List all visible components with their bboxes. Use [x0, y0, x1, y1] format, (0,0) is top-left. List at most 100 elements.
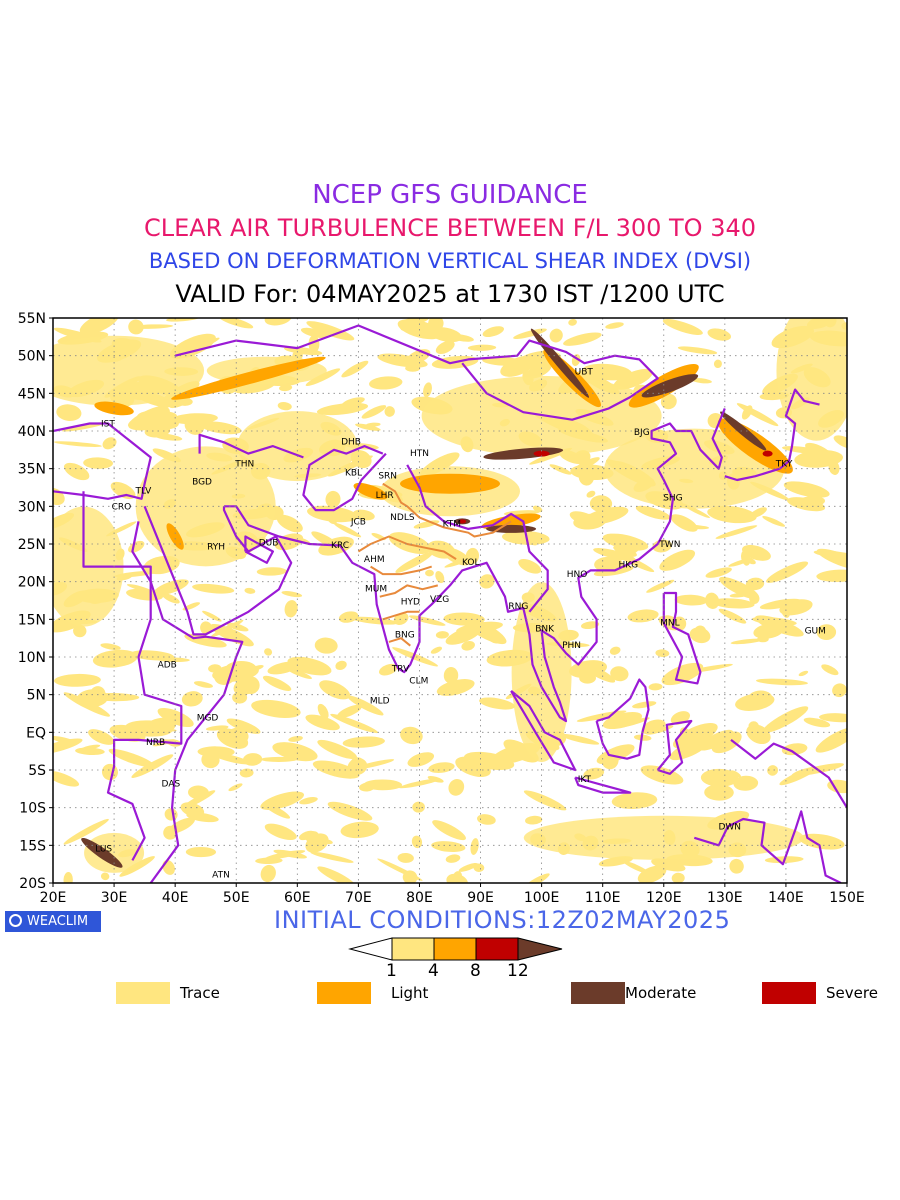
title-guidance: NCEP GFS GUIDANCE — [312, 180, 588, 210]
trace-patch — [411, 835, 423, 849]
trace-patch — [766, 561, 809, 583]
trace-patch — [423, 382, 432, 398]
scale-tick-12: 12 — [507, 961, 529, 981]
trace-patch — [100, 872, 110, 881]
trace-patch — [779, 766, 818, 786]
trace-patch — [352, 509, 375, 521]
station-hkg: HKG — [619, 560, 639, 570]
title-valid-time: VALID For: 04MAY2025 at 1730 IST /1200 U… — [175, 280, 725, 308]
india-state-border — [379, 584, 439, 598]
station-jcb: JCB — [350, 517, 366, 527]
trace-patch — [378, 663, 398, 676]
border-line — [198, 433, 304, 459]
trace-patch — [583, 767, 605, 780]
trace-patch — [503, 739, 539, 763]
trace-patch — [244, 587, 256, 594]
india-state-border — [382, 610, 420, 621]
trace-patch — [218, 318, 254, 329]
trace-patch — [216, 728, 249, 749]
trace-patch — [256, 567, 287, 576]
trace-patch — [745, 577, 765, 591]
station-kol: KOL — [462, 558, 480, 568]
trace-patch — [698, 729, 734, 751]
trace-patch — [338, 611, 359, 623]
lon-tick-label: 80E — [406, 890, 433, 906]
trace-patch — [251, 699, 301, 719]
trace-patch — [749, 593, 760, 605]
border-line — [574, 776, 632, 794]
trace-patch — [646, 579, 675, 593]
trace-patch — [342, 736, 385, 748]
station-krc: KRC — [331, 541, 349, 551]
trace-patch — [705, 592, 720, 609]
trace-patch — [279, 384, 293, 392]
trace-patch — [53, 770, 80, 787]
trace-patch — [161, 592, 180, 604]
trace-patch — [719, 576, 759, 600]
trace-patch — [467, 344, 497, 351]
trace-patch — [308, 335, 320, 353]
trace-patch — [284, 600, 298, 618]
trace-patch — [759, 598, 801, 610]
trace-patch — [341, 360, 369, 378]
lon-tick-label: 110E — [585, 890, 621, 906]
station-htn: HTN — [410, 449, 429, 459]
trace-patch — [574, 457, 600, 471]
trace-patch — [581, 363, 633, 381]
border-line — [82, 491, 152, 568]
trace-patch — [718, 608, 747, 624]
trace-patch — [711, 598, 755, 609]
color-scale-bar — [348, 937, 563, 961]
scale-tick-8: 8 — [470, 961, 481, 981]
trace-area — [237, 411, 358, 482]
station-srn: SRN — [378, 471, 397, 481]
trace-patch — [288, 735, 303, 742]
trace-patch — [602, 712, 643, 730]
trace-patch — [705, 567, 732, 578]
legend-moderate-label: Moderate — [625, 984, 697, 1002]
trace-patch — [815, 726, 847, 753]
trace-patch — [816, 624, 837, 641]
station-clm: CLM — [409, 676, 428, 686]
legend-light-swatch — [317, 982, 371, 1004]
station-das: DAS — [162, 780, 181, 790]
light-patch — [171, 356, 326, 400]
station-nrb: NRB — [146, 738, 165, 748]
trace-patch — [473, 863, 485, 872]
trace-patch — [181, 691, 203, 707]
station-mum: MUM — [365, 584, 387, 594]
trace-patch — [661, 662, 704, 686]
trace-patch — [662, 318, 703, 335]
trace-patch — [110, 481, 136, 500]
station-ubt: UBT — [575, 367, 594, 377]
trace-patch — [679, 524, 710, 530]
country-borders — [53, 324, 847, 883]
station-labels: UBT BJG TKY SHG TWN HKG HNO RNG BNK PHN MNL GUM IKT D… — [95, 367, 826, 880]
trace-patch — [299, 797, 318, 805]
border-line — [406, 464, 549, 613]
border-line — [662, 591, 702, 685]
border-line — [224, 407, 726, 723]
weaclim-circle-icon — [9, 914, 22, 927]
trace-patch — [100, 643, 121, 650]
station-phn: PHN — [562, 641, 581, 651]
trace-patch — [407, 752, 435, 767]
border-line — [53, 422, 152, 500]
trace-patch — [781, 743, 808, 756]
trace-patch — [128, 411, 178, 431]
trace-patch — [369, 376, 403, 390]
trace-patch — [518, 559, 542, 574]
trace-patch — [762, 706, 809, 733]
lon-tick-label: 40E — [162, 890, 189, 906]
trace-patch — [690, 377, 712, 384]
trace-patch — [479, 697, 515, 710]
lat-tick-label: 35N — [18, 462, 46, 478]
trace-patch — [736, 403, 779, 427]
station-bgd: BGD — [192, 477, 212, 487]
trace-patch — [522, 873, 550, 883]
trace-patch — [445, 854, 461, 863]
trace-patch — [428, 318, 444, 332]
trace-patch — [799, 833, 845, 850]
title-index: BASED ON DEFORMATION VERTICAL SHEAR INDE… — [148, 249, 752, 273]
